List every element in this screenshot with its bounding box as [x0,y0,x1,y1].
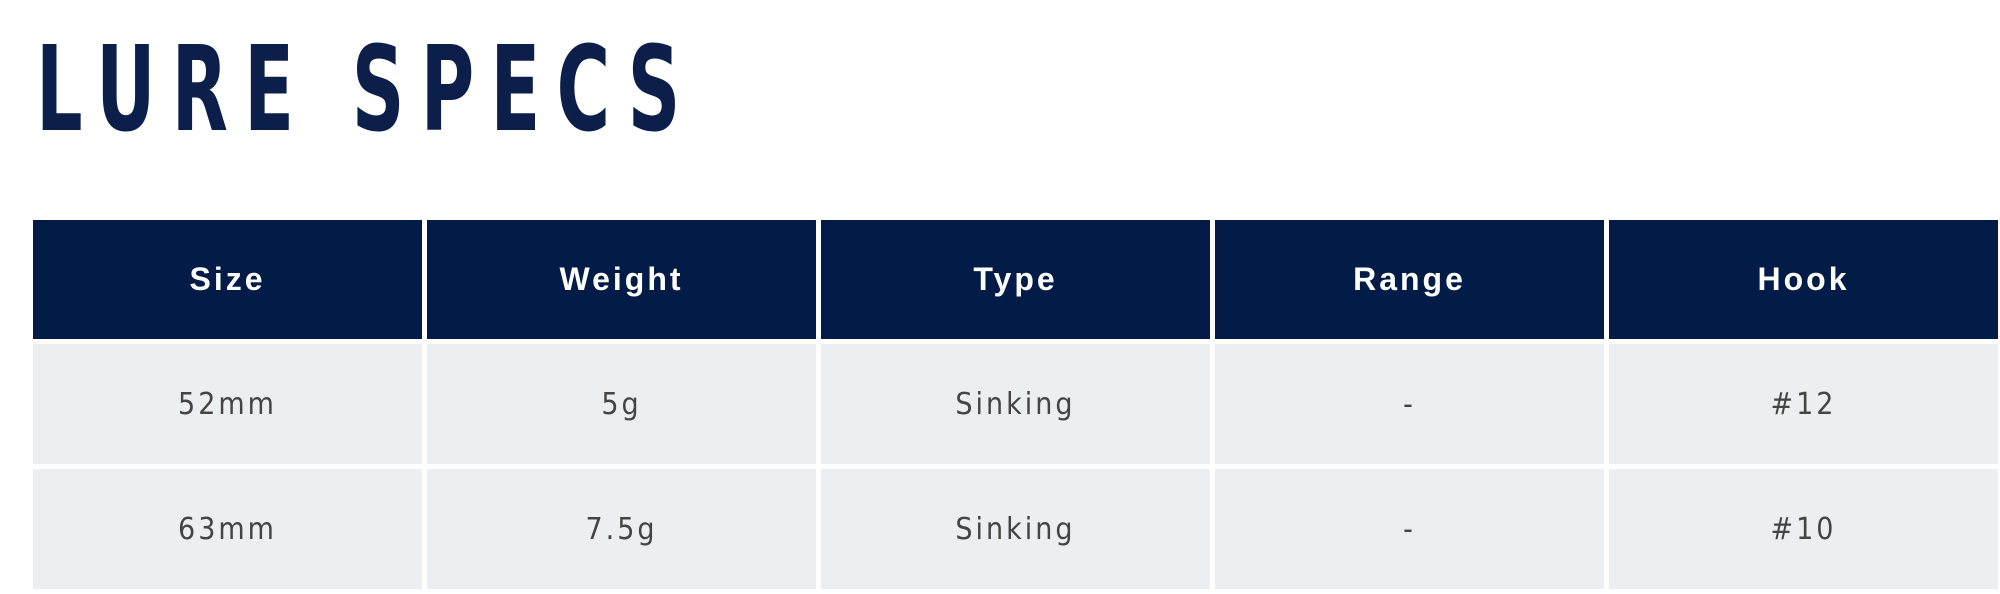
cell-size: 52mm [33,344,422,464]
cell-hook: #12 [1609,344,1998,464]
table-row: 63mm 7.5g Sinking - #10 [33,469,1999,589]
cell-weight: 5g [427,344,816,464]
cell-size: 63mm [33,469,422,589]
cell-range: - [1215,469,1604,589]
table-header-row: Size Weight Type Range Hook [33,220,1999,339]
cell-hook: #10 [1609,469,1998,589]
cell-type: Sinking [821,344,1210,464]
table-row: 52mm 5g Sinking - #12 [33,344,1999,464]
header-size: Size [33,220,422,339]
header-weight: Weight [427,220,816,339]
specs-table: Size Weight Type Range Hook 52mm 5g Sink… [33,220,1999,594]
header-range: Range [1215,220,1604,339]
header-type: Type [821,220,1210,339]
cell-range: - [1215,344,1604,464]
page-title: LURE SPECS [36,20,697,158]
cell-type: Sinking [821,469,1210,589]
header-hook: Hook [1609,220,1998,339]
cell-weight: 7.5g [427,469,816,589]
